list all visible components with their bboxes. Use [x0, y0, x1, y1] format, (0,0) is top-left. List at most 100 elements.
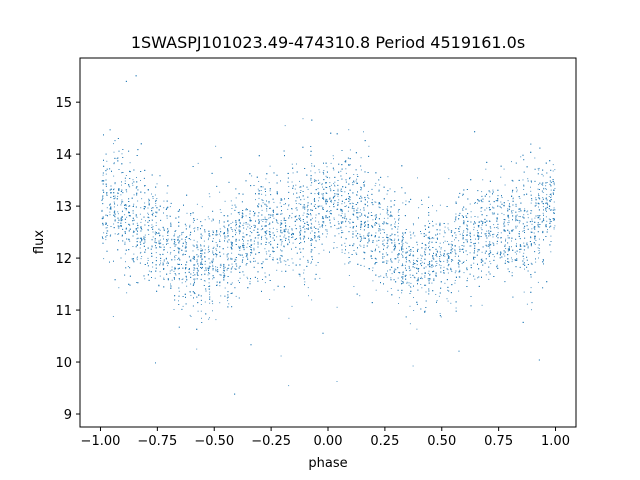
data-point: [349, 199, 351, 201]
data-point: [268, 224, 270, 226]
data-point: [406, 247, 407, 249]
data-point: [477, 234, 479, 236]
data-point: [167, 265, 169, 267]
data-point: [163, 228, 165, 230]
data-point: [317, 188, 319, 190]
data-point: [446, 241, 448, 242]
data-point: [193, 283, 195, 285]
data-point: [219, 302, 221, 304]
data-point: [258, 193, 259, 195]
data-point: [511, 257, 512, 259]
data-point: [302, 118, 304, 120]
data-point: [303, 272, 305, 274]
data-point: [492, 189, 494, 191]
data-point: [443, 260, 445, 262]
data-point: [527, 213, 529, 215]
data-point: [333, 247, 335, 249]
data-point: [379, 203, 381, 205]
data-point: [547, 229, 548, 231]
data-point: [220, 212, 222, 213]
data-point: [446, 261, 448, 263]
data-point: [224, 238, 226, 240]
data-point: [264, 282, 266, 284]
data-point: [132, 246, 134, 247]
data-point: [314, 179, 316, 181]
data-point: [280, 355, 282, 357]
data-point: [190, 283, 192, 285]
data-point: [345, 245, 347, 247]
data-point: [446, 298, 448, 300]
data-point: [367, 196, 369, 198]
data-point: [325, 225, 327, 227]
data-point: [155, 205, 157, 207]
data-point: [219, 228, 221, 230]
data-point: [223, 277, 225, 279]
data-point: [447, 265, 449, 267]
data-point: [224, 235, 226, 237]
data-point: [147, 207, 149, 209]
data-point: [303, 212, 305, 214]
data-point: [121, 202, 122, 204]
data-point: [461, 215, 463, 216]
data-point: [432, 257, 434, 259]
data-point: [338, 199, 340, 201]
data-point: [390, 200, 392, 202]
data-point: [394, 268, 396, 270]
data-point: [511, 272, 513, 274]
data-point: [482, 179, 484, 181]
data-point: [538, 196, 540, 198]
data-point: [212, 247, 214, 249]
data-point: [226, 269, 228, 271]
data-point: [185, 243, 187, 245]
data-point: [356, 253, 358, 255]
data-point: [169, 253, 171, 255]
data-point: [189, 234, 191, 236]
data-point: [212, 278, 214, 280]
data-point: [205, 290, 207, 292]
data-point: [323, 170, 325, 171]
data-point: [193, 280, 195, 282]
data-point: [443, 242, 444, 244]
data-point: [178, 251, 180, 253]
data-point: [224, 200, 226, 202]
data-point: [185, 245, 187, 247]
data-point: [535, 204, 537, 206]
data-point: [356, 174, 358, 176]
data-point: [404, 264, 406, 266]
data-point: [201, 206, 203, 208]
data-point: [364, 180, 366, 182]
data-point: [538, 216, 540, 218]
data-point: [106, 193, 108, 195]
data-point: [284, 234, 286, 236]
data-point: [310, 214, 312, 216]
data-point: [166, 262, 168, 264]
data-point: [234, 268, 236, 270]
chart-title: 1SWASPJ101023.49-474310.8 Period 4519161…: [131, 33, 525, 52]
data-point: [462, 194, 464, 196]
data-point: [458, 246, 460, 248]
data-point: [390, 224, 392, 225]
data-point: [174, 255, 175, 257]
data-point: [538, 206, 539, 208]
data-point: [387, 214, 389, 216]
data-point: [272, 247, 274, 249]
data-point: [530, 245, 532, 247]
data-point: [463, 272, 465, 274]
data-point: [447, 269, 449, 271]
data-point: [314, 204, 316, 205]
data-point: [177, 263, 179, 265]
data-point: [435, 223, 437, 225]
data-point: [321, 205, 323, 207]
data-point: [497, 232, 499, 234]
data-point: [470, 216, 472, 218]
data-point: [360, 195, 362, 197]
data-point: [167, 261, 168, 263]
data-point: [390, 225, 392, 227]
data-point: [121, 219, 123, 221]
data-point: [363, 131, 364, 133]
data-point: [554, 188, 556, 189]
data-point: [121, 211, 123, 213]
data-point: [139, 247, 141, 249]
data-point: [249, 281, 251, 283]
data-point: [303, 237, 305, 239]
